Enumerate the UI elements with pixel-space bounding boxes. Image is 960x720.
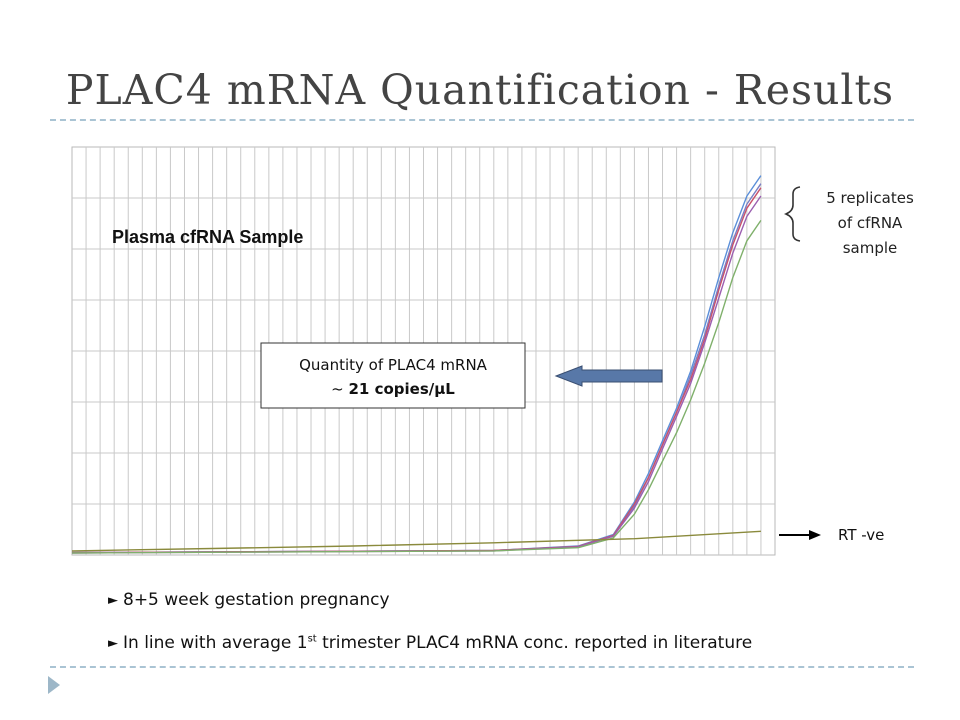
bullet-arrow-icon: ► [108, 636, 118, 651]
footer-divider [50, 666, 914, 668]
rt-negative-marker: RT -ve [779, 526, 884, 544]
rt-label: RT -ve [838, 526, 884, 544]
quantity-value: 21 copies/µL [348, 380, 455, 398]
replicate-curve-4 [71, 195, 762, 554]
replicates-label-line3: sample [842, 239, 898, 257]
bullet-gestation: ► 8+5 week gestation pregnancy [108, 590, 390, 610]
bullet-literature: ► In line with average 1st trimester PLAC… [108, 633, 752, 653]
sample-label: Plasma cfRNA Sample [112, 227, 303, 247]
page-title: PLAC4 mRNA Quantification - Results [65, 66, 895, 114]
quantity-label: Quantity of PLAC4 mRNA [299, 356, 488, 374]
chart-series [71, 175, 762, 554]
bullet-gestation-text: 8+5 week gestation pregnancy [123, 590, 390, 610]
title-divider [50, 119, 914, 121]
bullet-literature-text-end: trimester PLAC4 mRNA conc. reported in l… [316, 633, 753, 653]
slide-marker-icon [48, 676, 60, 694]
ordinal-suffix: st [307, 633, 317, 645]
bullet-literature-text: In line with average 1 [123, 633, 308, 653]
bullet-arrow-icon: ► [108, 593, 118, 608]
quantity-prefix: ~ [331, 380, 348, 398]
quantity-box [260, 342, 526, 409]
replicates-bracket [783, 186, 801, 242]
replicate-curve-5 [71, 220, 762, 554]
replicates-label-line2: of cfRNA [837, 214, 903, 232]
quantity-callout: Quantity of PLAC4 mRNA ~ 21 copies/µL [260, 342, 526, 409]
right-arrow-icon [809, 530, 821, 540]
quantity-value-line: ~ 21 copies/µL [331, 380, 455, 398]
rt-negative-curve [71, 530, 761, 552]
left-arrow-icon [554, 365, 663, 387]
replicates-label-line1: 5 replicates [826, 189, 914, 207]
